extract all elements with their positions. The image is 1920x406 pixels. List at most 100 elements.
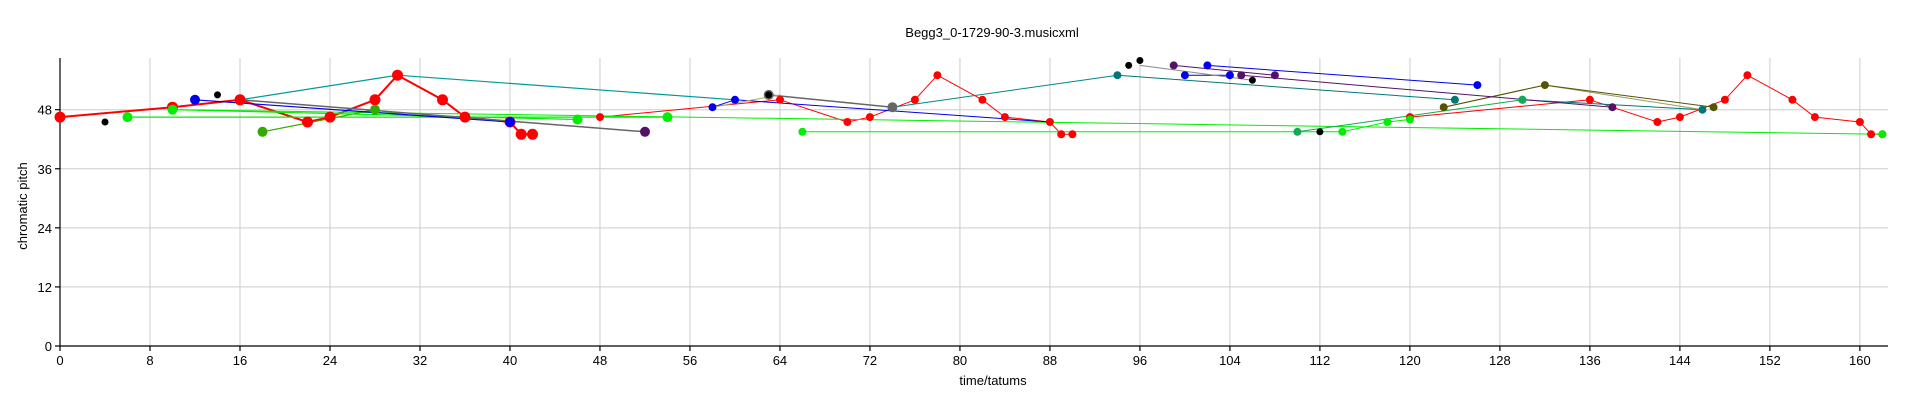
series-lines [59,64,1883,136]
data-point [572,114,583,125]
data-point [798,127,807,136]
data-point [1068,130,1077,139]
data-point [1405,115,1414,124]
x-tick-label: 48 [593,353,607,368]
series-line [768,94,893,108]
x-tick-label: 96 [1133,353,1147,368]
x-tick-label: 112 [1310,353,1331,368]
data-point [1720,95,1729,104]
data-point [1125,61,1133,69]
data-point [1698,105,1707,114]
data-point [101,118,109,126]
data-point [1248,76,1256,84]
data-point [1000,113,1009,122]
x-tick-label: 16 [233,353,247,368]
series-line [239,99,646,133]
data-point [1180,71,1189,80]
x-tick-label: 88 [1043,353,1057,368]
data-point [1439,103,1448,112]
y-tick-label: 48 [38,103,52,118]
data-point [234,94,246,106]
x-tick-label: 32 [413,353,427,368]
data-point [708,103,717,112]
series-line [172,109,1883,135]
x-tick-label: 64 [773,353,787,368]
data-point [1237,71,1246,80]
data-point [515,128,527,140]
data-point [257,126,268,137]
x-tick-label: 136 [1579,353,1601,368]
data-point [1810,113,1819,122]
x-tick-label: 24 [323,353,337,368]
data-point [214,91,221,99]
series-line [1241,74,1613,108]
data-point [640,126,650,137]
data-point [1878,130,1887,139]
data-point [54,111,66,123]
x-tick-label: 80 [953,353,967,368]
data-point [1518,95,1527,104]
data-point [843,118,852,126]
data-point [1316,128,1324,136]
data-point [1293,127,1302,136]
data-point [190,94,200,105]
series-points [54,57,1887,140]
data-point [1450,95,1459,104]
series-line [1207,64,1478,86]
data-point [1867,130,1876,139]
data-point [910,95,919,104]
y-tick-label: 36 [38,162,52,177]
data-point [865,113,874,122]
x-tick-label: 72 [863,353,877,368]
data-point [765,91,773,99]
data-point [1675,113,1684,122]
data-point [1270,71,1279,80]
y-axis-label: chromatic pitch [15,162,30,249]
series-line [599,74,1073,135]
data-point [1473,81,1482,90]
data-point [1743,71,1752,80]
y-tick-label: 0 [45,339,52,354]
series-line [892,74,1118,108]
x-tick-label: 40 [503,353,517,368]
data-point [392,69,403,81]
y-tick-label: 12 [38,280,52,295]
y-tick-label: 24 [38,221,52,236]
data-point [1225,71,1234,80]
series-line [194,99,511,123]
chart-title: Begg3_0-1729-90-3.musicxml [905,25,1079,40]
x-tick-label: 0 [56,353,63,368]
data-point [933,71,942,80]
data-point [1169,61,1178,70]
data-point [505,117,515,127]
data-point [459,111,471,123]
data-point [1540,81,1549,90]
x-tick-label: 152 [1759,353,1781,368]
x-tick-label: 128 [1489,353,1511,368]
grid-layer [60,58,1888,346]
data-point [776,95,784,104]
x-tick-label: 144 [1669,353,1691,368]
data-point [1585,95,1594,104]
data-point [1855,118,1864,126]
data-point [302,116,313,128]
data-point [1203,61,1212,70]
data-point [1136,57,1144,64]
data-point [1709,103,1718,112]
x-tick-label: 120 [1399,353,1421,368]
data-point [1653,118,1662,126]
data-point [1057,130,1066,139]
x-tick-label: 104 [1219,353,1241,368]
x-axis-label: time/tatums [959,373,1027,388]
data-point [1608,103,1617,112]
data-point [1338,127,1347,136]
data-point [1113,71,1122,80]
data-point [168,105,177,114]
data-point [731,95,739,104]
series-line [1173,64,1275,76]
data-point [1383,118,1392,126]
data-point [1045,118,1054,126]
data-point [596,113,604,122]
